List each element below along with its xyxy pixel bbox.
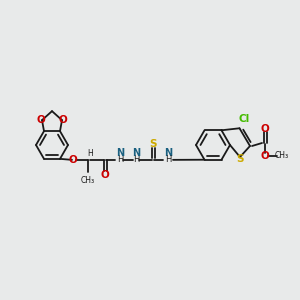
Text: CH₃: CH₃: [81, 176, 95, 185]
Text: H: H: [165, 155, 171, 164]
Text: O: O: [58, 115, 68, 125]
Text: O: O: [261, 124, 269, 134]
Text: S: S: [236, 154, 244, 164]
Text: H: H: [117, 155, 123, 164]
Text: H: H: [87, 149, 93, 158]
Text: H: H: [133, 155, 139, 164]
Text: O: O: [261, 151, 269, 161]
Text: O: O: [100, 170, 109, 180]
Text: Cl: Cl: [239, 114, 250, 124]
Text: N: N: [132, 148, 140, 158]
Text: N: N: [164, 148, 172, 158]
Text: O: O: [69, 155, 77, 165]
Text: N: N: [116, 148, 124, 158]
Text: O: O: [37, 115, 45, 125]
Text: S: S: [149, 139, 157, 149]
Text: CH₃: CH₃: [275, 152, 289, 160]
